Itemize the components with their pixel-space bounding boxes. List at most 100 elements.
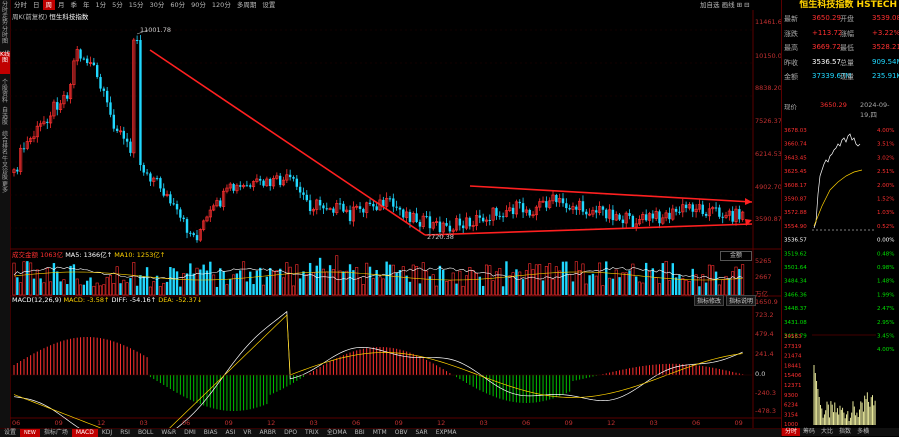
period-13[interactable]: 多周期 [236,1,257,9]
quote-label: 最低 [840,44,854,52]
indicator-tab-12[interactable]: ARBR [259,429,277,436]
kline-chart[interactable] [10,10,781,428]
indicator-help-button[interactable]: 指标说明 [726,295,757,306]
time-tick-4: 06 [182,419,191,427]
indicator-tab-14[interactable]: TRIX [305,429,319,436]
price-tick-5: 4902.70 [755,183,782,191]
quote-label: 金额 [784,73,798,81]
indicator-tab-13[interactable]: DPO [284,429,298,436]
mini-vol-tick: 21474 [784,354,802,360]
intraday-tab-3[interactable]: 指数 [839,428,852,435]
indicator-tab-17[interactable]: MTM [372,429,387,436]
indicator-tab-20[interactable]: EXPMA [435,429,457,436]
indicator-tab-7[interactable]: W&R [161,429,177,436]
quote-row-2: 最高 3669.72 最低 3528.21 [782,43,899,57]
info-row: 现价 3650.29 2024-09-19,四 [784,101,898,119]
mini-pct-tick: 2.00% [877,183,894,189]
period-12[interactable]: 120分 [211,1,231,9]
mini-price-tick: 3572.88 [784,210,807,216]
indicator-tab-6[interactable]: BOLL [137,429,154,436]
price-tick-4: 6214.53 [755,150,782,158]
indicator-tab-5[interactable]: RSI [120,429,130,436]
indicator-modify-button[interactable]: 指标修改 [694,295,725,306]
left-tab-0[interactable]: 分时走势 [1,1,8,26]
volume-unit-button[interactable]: 金额 [720,251,752,261]
period-11[interactable]: 90分 [191,1,206,9]
chart-tools[interactable]: 加自选 画线 ⊞ ⊟ [700,1,750,9]
macd-tick-5: -240.3 [755,389,776,397]
period-10[interactable]: 60分 [170,1,186,9]
intraday-chart[interactable]: 3678.03 3660.74 3643.45 3625.45 3608.17 3590.… [782,110,899,428]
mini-vol-tick: 12371 [784,383,802,389]
indicator-tab-1[interactable]: NEW [20,429,40,437]
indicator-tab-18[interactable]: OBV [394,429,408,436]
price-tick-3: 7526.37 [755,117,782,125]
period-1[interactable]: 日 [33,1,40,9]
volume-ma5: MA5: 1366亿↑ [65,251,113,259]
period-2[interactable]: 周 [42,0,55,10]
time-tick-7: 03 [309,419,318,427]
time-tick-13: 09 [564,419,573,427]
price-tick-2: 8838.20 [755,84,782,92]
intraday-tab-0[interactable]: 分时 [782,428,801,436]
period-9[interactable]: 30分 [149,1,165,9]
indicator-tab-10[interactable]: ASI [225,429,236,436]
mini-price-tick: 3608.17 [784,183,807,189]
period-8[interactable]: 15分 [128,1,144,9]
quote-value: 3536.57 [812,57,841,66]
info-label: 现价 [784,103,797,111]
period-7[interactable]: 5分 [112,1,123,9]
macd-tick-2: 479.4 [755,330,774,338]
left-tab-4[interactable]: 自选股 [1,107,8,126]
indicator-tab-19[interactable]: SAR [415,429,428,436]
left-tab-3[interactable]: 个股资料 [1,79,8,104]
volume-tick-0: 5265 [755,257,772,265]
macd-legend: MACD(12,26,9) MACD: -3.58↑ DIFF: -54.16↑… [12,296,202,304]
quote-value: 3669.72 [812,43,841,51]
time-tick-16: 06 [692,419,701,427]
period-0[interactable]: 分时 [14,1,27,9]
indicator-tab-2[interactable]: 指标广场 [43,429,68,436]
price-tick-6: 3590.87 [755,215,782,223]
period-3[interactable]: 月 [58,1,65,9]
period-14[interactable]: 设置 [262,1,276,9]
indicator-tab-15[interactable]: 全DMA [326,429,347,436]
indicator-tab-16[interactable]: BBI [354,429,365,436]
indicator-tab-3[interactable]: MACD [71,429,98,437]
indicator-tab-0[interactable]: 设置 [4,429,17,436]
indicator-tab-9[interactable]: BIAS [203,429,218,436]
left-tab-6[interactable]: 牛叉诊股 [1,156,8,181]
macd-tick-4: 0.0 [755,370,766,378]
time-tick-10: 12 [437,419,446,427]
mini-vol-tick: 1000 [784,422,798,428]
quote-label: 最新 [784,15,798,23]
quote-value: +113.72 [812,28,843,37]
index-title: 恒生科技指数 HSTECH [799,0,897,10]
intraday-tab-1[interactable]: 筹码 [803,428,816,435]
quote-label: 涨跌 [784,29,798,38]
left-tab-5[interactable]: 综合排名 [1,131,8,156]
mini-pct-tick: 0.98% [877,265,894,271]
mini-pct-tick: 3.02% [877,155,894,161]
time-tick-6: 12 [267,419,276,427]
left-tab-7[interactable]: 更多 [1,181,8,194]
period-4[interactable]: 季 [70,1,78,9]
period-6[interactable]: 1分 [95,1,107,9]
intraday-tab-4[interactable]: 多横 [857,428,870,435]
chart-title-prefix: 周K(前复权) [12,13,48,21]
indicator-tab-8[interactable]: DMI [184,429,196,436]
mini-vol-tick: 18441 [784,363,802,369]
mini-vol-tick: 9300 [784,393,798,399]
period-5[interactable]: 年 [83,1,90,9]
volume-tick-2: 万亿 [755,290,768,298]
quote-label: 涨幅 [840,29,854,38]
macd-tick-0: 1650.9 [755,298,778,306]
mini-price-tick: 3590.87 [784,197,807,203]
intraday-tab-2[interactable]: 大比 [821,428,834,435]
mini-price-tick: 3431.08 [784,320,807,326]
indicator-tab-11[interactable]: VR [243,429,252,436]
left-tab-2[interactable]: K线图 [0,52,10,74]
left-tab-1[interactable]: 分时图 [1,26,8,45]
indicator-tab-4[interactable]: KDJ [101,429,113,436]
